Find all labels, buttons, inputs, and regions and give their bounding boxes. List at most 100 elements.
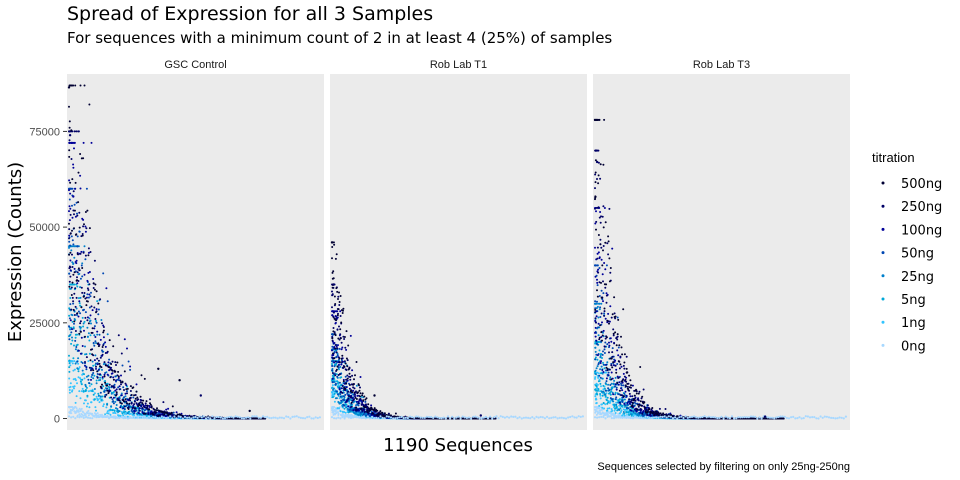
data-point [178,379,181,382]
data-point [111,409,114,412]
data-point [337,295,340,298]
data-point [96,363,99,366]
data-point [118,416,121,419]
data-point [81,378,84,381]
data-point [71,339,74,342]
data-point [230,415,233,418]
data-point [95,409,97,412]
data-point [88,339,91,342]
data-point [77,370,80,373]
points [67,84,321,420]
data-point [113,383,116,386]
data-point [102,324,105,327]
data-point [349,375,352,378]
data-point [99,385,102,388]
data-point [71,281,74,284]
data-point [76,314,78,317]
data-point [102,272,105,275]
data-point [249,417,252,420]
data-point [85,368,88,371]
data-point [347,416,350,419]
data-point [164,416,168,420]
data-point [297,416,300,419]
data-point [68,149,71,152]
data-point [68,272,71,275]
data-point [357,404,360,407]
data-point [84,345,86,348]
data-point [79,352,82,355]
data-point [77,297,80,300]
data-point [112,402,115,405]
data-point [594,356,597,359]
data-point [80,390,83,393]
data-point [85,187,88,190]
data-point [120,374,122,377]
data-point [379,410,382,413]
data-point [81,275,84,278]
data-point [149,406,151,409]
data-point [333,392,336,395]
data-point [126,347,128,350]
data-point [80,383,83,386]
data-point [608,407,611,410]
data-point [91,367,94,370]
data-point [348,408,351,411]
data-point [366,411,369,414]
data-point [299,416,302,419]
data-point [579,415,582,418]
data-point [71,178,74,181]
data-point [394,412,397,415]
data-point [77,171,80,174]
data-point [68,308,71,311]
data-point [367,407,370,410]
data-point [147,410,150,412]
data-point [417,415,420,418]
data-point [112,378,115,381]
data-point [87,378,90,381]
data-point [120,402,123,405]
data-point [157,367,160,370]
data-point [171,405,174,408]
data-point [282,417,286,420]
data-point [331,360,333,363]
data-point [77,349,80,352]
data-point [353,387,356,390]
data-point [512,415,515,418]
data-point [87,332,90,335]
data-point [350,405,353,408]
data-point [69,303,72,306]
data-point [126,412,129,415]
data-point [78,302,81,305]
data-point [597,388,600,390]
data-point [160,415,163,418]
data-point [199,394,202,397]
data-point [76,282,79,285]
data-point [242,417,246,420]
data-point [331,257,333,260]
data-point [333,361,336,364]
data-point [347,390,350,393]
data-point [117,386,120,389]
data-point [72,84,75,87]
data-point [83,223,85,226]
data-point [430,416,433,419]
data-point [81,233,84,235]
data-point [150,410,153,413]
data-point [68,370,71,373]
data-point [340,361,343,364]
data-point [84,211,87,213]
data-point [82,322,85,325]
data-point [83,245,86,248]
data-point [73,130,76,133]
data-point [72,357,75,360]
data-point [96,333,99,336]
data-point [341,391,344,394]
data-point [143,406,146,409]
data-point [345,357,348,360]
data-point [78,416,81,419]
data-point [86,300,89,303]
data-point [140,405,143,408]
data-point [112,391,115,393]
data-point [332,352,334,355]
data-point [98,362,101,365]
